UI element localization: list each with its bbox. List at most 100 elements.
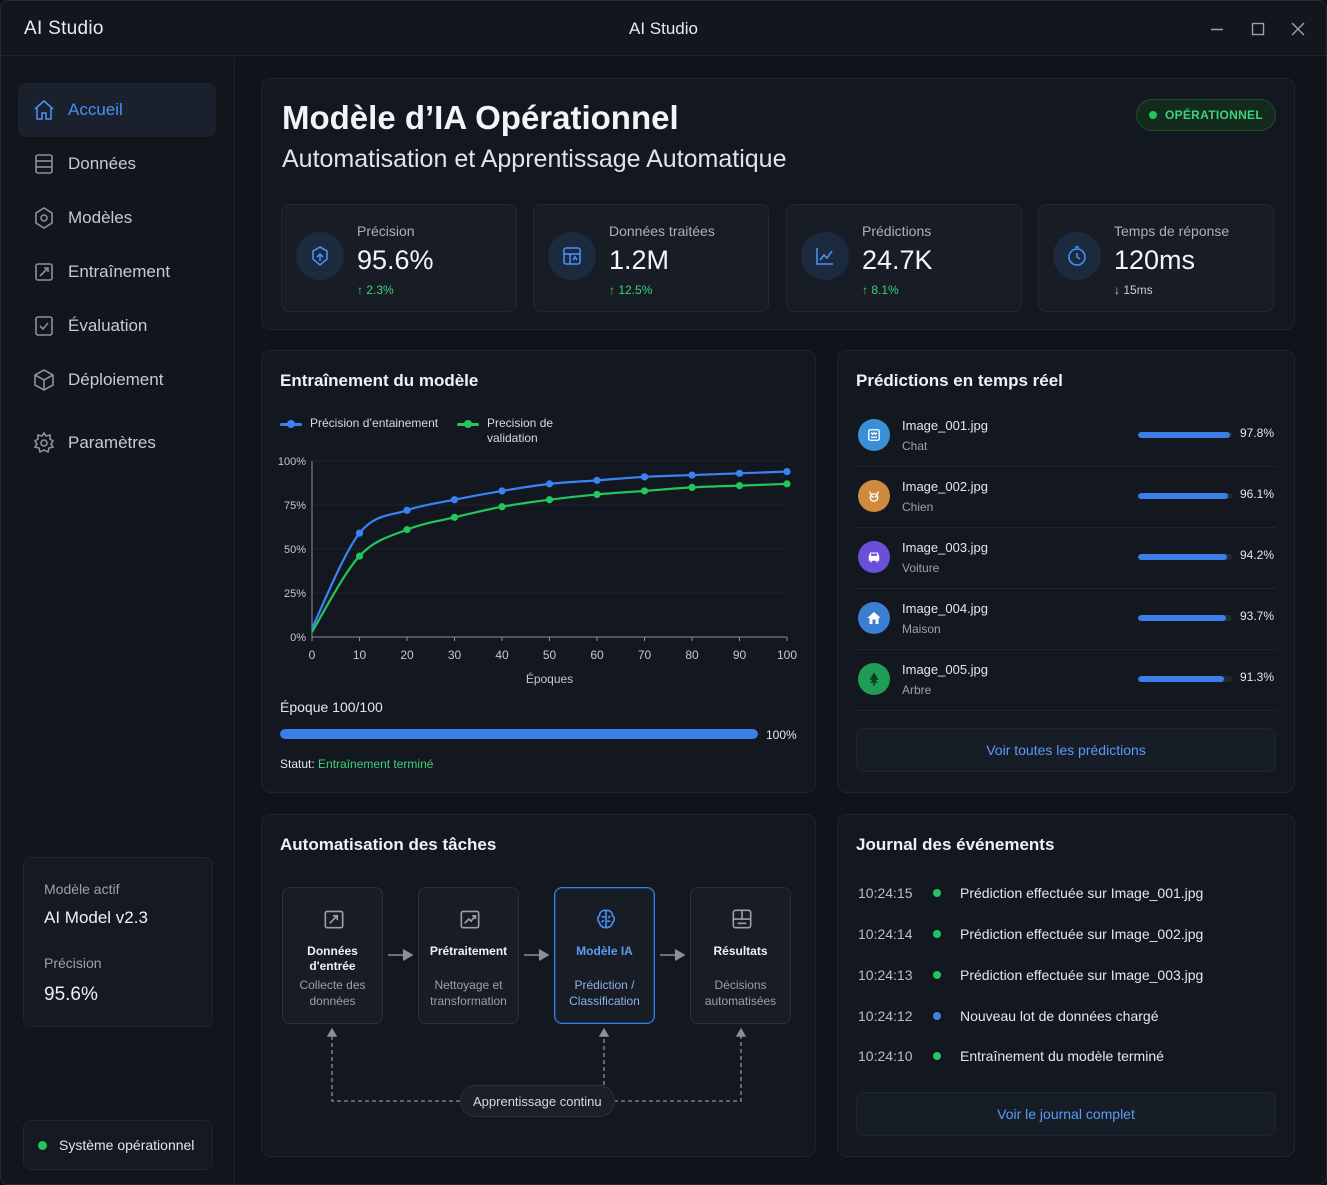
x-tick-label: 70 (638, 648, 652, 662)
feedback-arrow (326, 1027, 460, 1102)
confidence-fill (1138, 432, 1230, 438)
stat-delta: ↑ 12.5% (609, 283, 653, 297)
series-point-0 (545, 480, 554, 488)
sidebar-item-entrainement[interactable]: Entraînement (18, 245, 216, 299)
series-point-0 (688, 471, 696, 479)
clock-icon (1053, 232, 1101, 280)
x-tick-label: 50 (543, 648, 557, 662)
sidebar-item-donnees[interactable]: Données (18, 137, 216, 191)
prediction-class: Maison (902, 622, 941, 636)
stat-label: Précision (357, 223, 415, 239)
x-tick-label: 20 (400, 648, 414, 662)
sidebar-item-parametres[interactable]: Paramètres (18, 416, 216, 470)
maximize-icon (1251, 22, 1265, 36)
home-icon (34, 99, 54, 120)
minimize-button[interactable] (1203, 15, 1231, 43)
preprocess-icon (460, 910, 480, 929)
active-model-card: Modèle actif AI Model v2.3 Précision 95.… (23, 857, 213, 1027)
x-axis-label: Époques (526, 671, 573, 686)
input-data-icon (324, 910, 344, 929)
pipeline-step-preprocess[interactable]: Prétraitement Nettoyage et transformation (418, 887, 519, 1024)
stat-card-precision: Précision 95.6% ↑ 2.3% (281, 204, 517, 312)
series-point-1 (640, 487, 649, 495)
series-line-0 (311, 470, 788, 629)
list-item[interactable]: Image_005.jpg Arbre 91.3% (856, 651, 1276, 711)
stat-value: 120ms (1114, 245, 1196, 275)
results-icon (732, 909, 752, 929)
stat-label: Prédictions (862, 223, 932, 239)
series-point-0 (640, 473, 649, 481)
legend-item-validation: Precision de validation (457, 416, 567, 446)
status-dot (1148, 111, 1157, 119)
tree-icon (858, 663, 890, 695)
pipeline-step-input[interactable]: Données d'entrée Collecte des données (282, 887, 383, 1024)
car-icon (858, 541, 890, 573)
prediction-file: Image_001.jpg (902, 418, 989, 433)
status-badge: OPÉRATIONNEL (1135, 99, 1276, 131)
confidence-value: 91.3% (1240, 670, 1275, 684)
house-icon (858, 602, 890, 634)
active-model-label: Modèle actif (44, 881, 120, 897)
series-point-1 (593, 490, 601, 499)
epoch-label: Époque 100/100 (280, 699, 383, 715)
list-item: 10:24:13 Prédiction effectuée sur Image_… (858, 965, 1203, 985)
confidence-bar (1138, 554, 1232, 560)
legend-swatch (457, 419, 479, 429)
training-icon (35, 263, 53, 281)
stat-delta: ↑ 8.1% (862, 283, 899, 297)
training-chart: 0% 25% 50% 75% 100% 0 10 20 30 40 50 60 70 80 90 100 Épo… (278, 456, 797, 686)
confidence-bar (1138, 432, 1232, 438)
event-message: Prédiction effectuée sur Image_001.jpg (960, 885, 1204, 901)
list-item[interactable]: Image_001.jpg Chat 97.8% (856, 407, 1276, 467)
prediction-class: Chien (902, 500, 934, 514)
legend-swatch (280, 419, 302, 429)
y-tick-label: 100% (278, 456, 306, 468)
pipeline-step-model[interactable]: Modèle IA Prédiction / Classification (554, 887, 655, 1024)
event-time: 10:24:15 (858, 885, 913, 901)
close-button[interactable] (1284, 15, 1312, 43)
series-point-1 (545, 496, 554, 504)
series-point-0 (498, 487, 506, 495)
page-subtitle: Automatisation et Apprentissage Automati… (282, 145, 787, 173)
sidebar-item-deploiement[interactable]: Déploiement (18, 353, 216, 407)
event-message: Nouveau lot de données chargé (960, 1008, 1159, 1024)
event-dot (933, 1012, 941, 1020)
stat-card-data-processed: Données traitées 1.2M ↑ 12.5% (533, 204, 769, 312)
step-title: Données d'entrée (307, 944, 358, 973)
sidebar-item-accueil[interactable]: Accueil (18, 83, 216, 137)
list-item[interactable]: Image_003.jpg Voiture 94.2% (856, 529, 1276, 589)
sidebar-item-label: Entraînement (68, 262, 171, 281)
maximize-button[interactable] (1244, 15, 1272, 43)
event-dot (933, 889, 941, 897)
predictions-title: Prédictions en temps réel (856, 371, 1063, 390)
x-tick-label: 0 (309, 648, 316, 662)
pipeline-step-results[interactable]: Résultats Décisions automatisées (690, 887, 791, 1024)
sidebar-item-label: Accueil (68, 100, 123, 119)
minimize-icon (1211, 28, 1223, 31)
sidebar-item-evaluation[interactable]: Évaluation (18, 299, 216, 353)
list-item[interactable]: Image_002.jpg Chien 96.1% (856, 468, 1276, 528)
series-point-1 (403, 526, 411, 534)
training-progress-fill (280, 729, 758, 739)
sidebar-item-label: Évaluation (68, 316, 148, 335)
event-time: 10:24:14 (858, 926, 913, 942)
y-tick-label: 25% (284, 588, 306, 600)
list-item[interactable]: Image_004.jpg Maison 93.7% (856, 590, 1276, 650)
training-panel: Entraînement du modèle Précision d’entai… (261, 350, 816, 793)
prediction-class: Voiture (902, 561, 940, 575)
training-progress-bar (280, 729, 758, 739)
automation-title: Automatisation des tâches (280, 835, 497, 854)
gear-icon (33, 431, 55, 454)
list-item: 10:24:10 Entraînement du modèle terminé (858, 1046, 1164, 1066)
view-full-log-button[interactable]: Voir le journal complet (856, 1092, 1276, 1136)
stat-label: Temps de réponse (1114, 223, 1230, 239)
deploy-icon (34, 369, 54, 391)
feedback-arrow (614, 1027, 747, 1102)
predictions-panel: Prédictions en temps réel Image_001.jpg … (837, 350, 1295, 793)
step-title: Prétraitement (429, 944, 508, 958)
confidence-value: 97.8% (1240, 426, 1275, 440)
system-status: Système opérationnel (23, 1120, 213, 1170)
sidebar-item-modeles[interactable]: Modèles (18, 191, 216, 245)
view-all-predictions-button[interactable]: Voir toutes les prédictions (856, 728, 1276, 772)
series-point-1 (688, 483, 696, 491)
